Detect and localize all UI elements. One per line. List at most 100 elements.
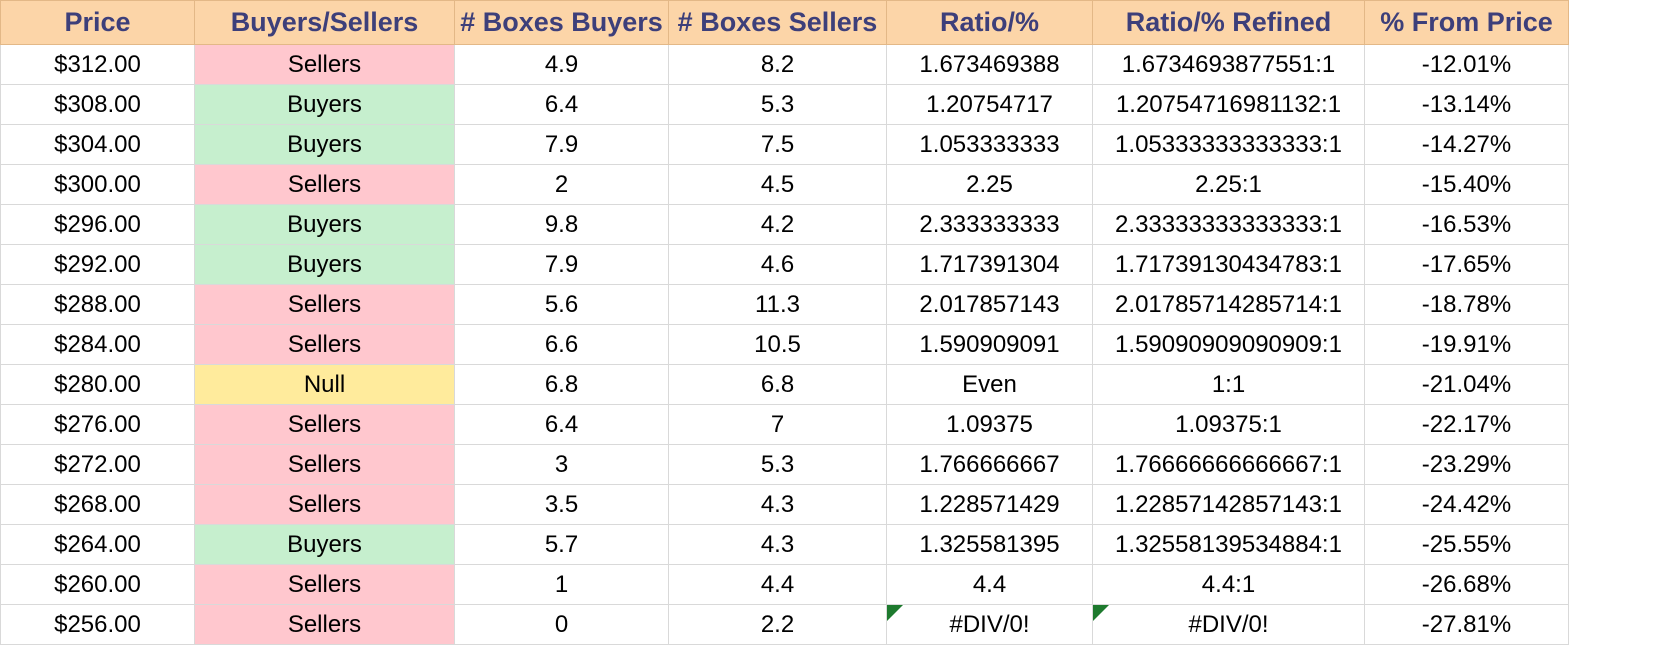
cell-from-price[interactable]: -15.40%	[1364, 164, 1569, 205]
cell-ratio-refined[interactable]: 1.22857142857143:1	[1092, 484, 1365, 525]
cell-price[interactable]: $264.00	[0, 524, 195, 565]
cell-ratio[interactable]: 1.228571429	[886, 484, 1093, 525]
cell-ratio-refined[interactable]: 1.59090909090909:1	[1092, 324, 1365, 365]
cell-boxes-sellers[interactable]: 4.2	[668, 204, 887, 245]
cell-boxes-sellers[interactable]: 11.3	[668, 284, 887, 325]
header-buyers-sellers[interactable]: Buyers/Sellers	[194, 0, 455, 45]
cell-from-price[interactable]: -21.04%	[1364, 364, 1569, 405]
cell-ratio[interactable]: 1.20754717	[886, 84, 1093, 125]
cell-ratio[interactable]: 4.4	[886, 564, 1093, 605]
cell-buyers-sellers[interactable]: Sellers	[194, 44, 455, 85]
cell-boxes-buyers[interactable]: 7.9	[454, 124, 669, 165]
cell-price[interactable]: $312.00	[0, 44, 195, 85]
cell-ratio[interactable]: 1.717391304	[886, 244, 1093, 285]
cell-boxes-buyers[interactable]: 2	[454, 164, 669, 205]
cell-from-price[interactable]: -18.78%	[1364, 284, 1569, 325]
cell-boxes-sellers[interactable]: 7	[668, 404, 887, 445]
cell-price[interactable]: $284.00	[0, 324, 195, 365]
cell-buyers-sellers[interactable]: Sellers	[194, 404, 455, 445]
cell-ratio-refined[interactable]: 1.20754716981132:1	[1092, 84, 1365, 125]
cell-boxes-sellers[interactable]: 4.3	[668, 484, 887, 525]
cell-boxes-sellers[interactable]: 4.6	[668, 244, 887, 285]
cell-boxes-buyers[interactable]: 9.8	[454, 204, 669, 245]
cell-price[interactable]: $292.00	[0, 244, 195, 285]
cell-ratio[interactable]: 1.590909091	[886, 324, 1093, 365]
cell-ratio-refined[interactable]: 2.01785714285714:1	[1092, 284, 1365, 325]
cell-boxes-sellers[interactable]: 4.4	[668, 564, 887, 605]
header-from-price[interactable]: % From Price	[1364, 0, 1569, 45]
cell-boxes-sellers[interactable]: 5.3	[668, 84, 887, 125]
cell-ratio[interactable]: 2.333333333	[886, 204, 1093, 245]
cell-from-price[interactable]: -14.27%	[1364, 124, 1569, 165]
header-boxes-buyers[interactable]: # Boxes Buyers	[454, 0, 669, 45]
cell-from-price[interactable]: -22.17%	[1364, 404, 1569, 445]
cell-boxes-buyers[interactable]: 3	[454, 444, 669, 485]
cell-from-price[interactable]: -19.91%	[1364, 324, 1569, 365]
cell-buyers-sellers[interactable]: Null	[194, 364, 455, 405]
header-ratio-refined[interactable]: Ratio/% Refined	[1092, 0, 1365, 45]
cell-ratio-refined[interactable]: 4.4:1	[1092, 564, 1365, 605]
cell-boxes-buyers[interactable]: 6.4	[454, 404, 669, 445]
cell-boxes-buyers[interactable]: 4.9	[454, 44, 669, 85]
cell-ratio[interactable]: 1.053333333	[886, 124, 1093, 165]
cell-ratio-refined[interactable]: 1.09375:1	[1092, 404, 1365, 445]
cell-price[interactable]: $304.00	[0, 124, 195, 165]
cell-price[interactable]: $296.00	[0, 204, 195, 245]
cell-ratio[interactable]: 2.25	[886, 164, 1093, 205]
cell-price[interactable]: $272.00	[0, 444, 195, 485]
cell-ratio[interactable]: 1.766666667	[886, 444, 1093, 485]
cell-from-price[interactable]: -27.81%	[1364, 604, 1569, 645]
cell-boxes-buyers[interactable]: 1	[454, 564, 669, 605]
cell-boxes-buyers[interactable]: 5.7	[454, 524, 669, 565]
cell-ratio[interactable]: Even	[886, 364, 1093, 405]
cell-from-price[interactable]: -17.65%	[1364, 244, 1569, 285]
cell-boxes-sellers[interactable]: 2.2	[668, 604, 887, 645]
header-boxes-sellers[interactable]: # Boxes Sellers	[668, 0, 887, 45]
cell-ratio-refined[interactable]: 1.76666666666667:1	[1092, 444, 1365, 485]
cell-from-price[interactable]: -25.55%	[1364, 524, 1569, 565]
cell-boxes-buyers[interactable]: 6.4	[454, 84, 669, 125]
cell-price[interactable]: $280.00	[0, 364, 195, 405]
cell-ratio-refined[interactable]: 1.71739130434783:1	[1092, 244, 1365, 285]
cell-buyers-sellers[interactable]: Sellers	[194, 564, 455, 605]
cell-boxes-buyers[interactable]: 6.8	[454, 364, 669, 405]
header-ratio[interactable]: Ratio/%	[886, 0, 1093, 45]
cell-ratio-refined[interactable]: 1.32558139534884:1	[1092, 524, 1365, 565]
cell-boxes-sellers[interactable]: 4.5	[668, 164, 887, 205]
cell-boxes-buyers[interactable]: 5.6	[454, 284, 669, 325]
cell-from-price[interactable]: -12.01%	[1364, 44, 1569, 85]
cell-boxes-sellers[interactable]: 7.5	[668, 124, 887, 165]
cell-ratio-refined[interactable]: 2.25:1	[1092, 164, 1365, 205]
cell-price[interactable]: $276.00	[0, 404, 195, 445]
cell-price[interactable]: $300.00	[0, 164, 195, 205]
cell-ratio[interactable]: #DIV/0!	[886, 604, 1093, 645]
cell-price[interactable]: $260.00	[0, 564, 195, 605]
cell-ratio-refined[interactable]: 1:1	[1092, 364, 1365, 405]
cell-price[interactable]: $256.00	[0, 604, 195, 645]
cell-ratio-refined[interactable]: #DIV/0!	[1092, 604, 1365, 645]
cell-from-price[interactable]: -24.42%	[1364, 484, 1569, 525]
cell-buyers-sellers[interactable]: Sellers	[194, 164, 455, 205]
cell-ratio[interactable]: 2.017857143	[886, 284, 1093, 325]
cell-buyers-sellers[interactable]: Sellers	[194, 324, 455, 365]
cell-boxes-sellers[interactable]: 6.8	[668, 364, 887, 405]
cell-buyers-sellers[interactable]: Buyers	[194, 84, 455, 125]
cell-ratio-refined[interactable]: 2.33333333333333:1	[1092, 204, 1365, 245]
cell-price[interactable]: $268.00	[0, 484, 195, 525]
cell-boxes-buyers[interactable]: 6.6	[454, 324, 669, 365]
cell-buyers-sellers[interactable]: Sellers	[194, 604, 455, 645]
cell-boxes-sellers[interactable]: 4.3	[668, 524, 887, 565]
cell-ratio[interactable]: 1.09375	[886, 404, 1093, 445]
cell-buyers-sellers[interactable]: Buyers	[194, 124, 455, 165]
cell-ratio-refined[interactable]: 1.05333333333333:1	[1092, 124, 1365, 165]
cell-ratio[interactable]: 1.325581395	[886, 524, 1093, 565]
cell-buyers-sellers[interactable]: Buyers	[194, 524, 455, 565]
cell-from-price[interactable]: -23.29%	[1364, 444, 1569, 485]
cell-buyers-sellers[interactable]: Buyers	[194, 204, 455, 245]
cell-boxes-sellers[interactable]: 10.5	[668, 324, 887, 365]
cell-buyers-sellers[interactable]: Sellers	[194, 444, 455, 485]
cell-boxes-buyers[interactable]: 7.9	[454, 244, 669, 285]
cell-price[interactable]: $288.00	[0, 284, 195, 325]
cell-ratio-refined[interactable]: 1.6734693877551:1	[1092, 44, 1365, 85]
cell-buyers-sellers[interactable]: Buyers	[194, 244, 455, 285]
